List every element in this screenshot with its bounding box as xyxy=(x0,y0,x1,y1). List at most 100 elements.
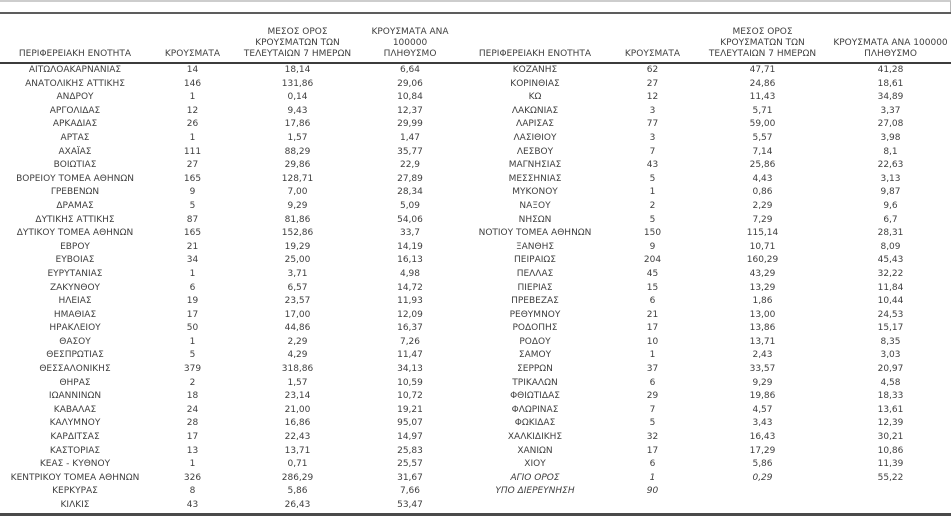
cell-name-left: ΗΜΑΘΙΑΣ xyxy=(53,309,97,320)
cell-avg7-left: 16,86 xyxy=(284,418,311,429)
cell-cases-right: 6 xyxy=(649,377,656,388)
cell-name-right: ΛΕΣΒΟΥ xyxy=(516,146,554,157)
cell-per100k-right: 3,03 xyxy=(880,350,901,361)
col-header-avg7-left: ΜΕΣΟΣ ΟΡΟΣ ΚΡΟΥΣΜΑΤΩΝ ΤΩΝ ΤΕΛΕΥΤΑΙΩΝ 7 Η… xyxy=(235,14,360,64)
table-row: ΑΧΑΪΑΣ 111 88,29 35,77 ΛΕΣΒΟΥ 7 7,14 8,1 xyxy=(0,146,951,160)
table-row: ΘΗΡΑΣ 2 1,57 10,59 ΤΡΙΚΑΛΩΝ 6 9,29 4,58 xyxy=(0,377,951,391)
cell-cases-right: 1 xyxy=(649,350,656,361)
cell-per100k-left: 28,34 xyxy=(397,187,423,198)
col-header-per100k-right: ΚΡΟΥΣΜΑΤΑ ΑΝΑ 100000 ΠΛΗΘΥΣΜΟ xyxy=(830,14,951,64)
cell-name-right: ΛΑΚΩΝΙΑΣ xyxy=(511,105,559,116)
table-bottom-rule xyxy=(0,512,951,516)
cell-per100k-right: 27,08 xyxy=(877,119,904,130)
table-row: ΑΡΚΑΔΙΑΣ 26 17,86 29,99 ΛΑΡΙΣΑΣ 77 59,00 27,08 xyxy=(0,118,951,132)
cell-name-left: ΑΙΤΩΛΟΑΚΑΡΝΑΝΙΑΣ xyxy=(28,65,122,75)
cell-name-left: ΘΑΣΟΥ xyxy=(59,336,91,347)
cell-cases-left: 6 xyxy=(189,282,196,293)
cell-name-left: ΘΗΡΑΣ xyxy=(59,377,91,388)
cell-name-right: ΧΙΟΥ xyxy=(524,459,546,470)
cell-name-right: ΞΑΝΘΗΣ xyxy=(515,241,555,252)
table-row: ΒΟΙΩΤΙΑΣ 27 29,86 22,9 ΜΑΓΝΗΣΙΑΣ 43 25,86 22,63 xyxy=(0,159,951,173)
cell-avg7-left: 318,86 xyxy=(281,364,314,375)
cell-name-left: ΑΡΚΑΔΙΑΣ xyxy=(52,119,98,130)
cell-per100k-left: 95,07 xyxy=(397,418,423,429)
cell-per100k-left: 7,26 xyxy=(399,336,421,347)
cell-avg7-right: 160,29 xyxy=(746,255,779,266)
cell-name-left: ΓΡΕΒΕΝΩΝ xyxy=(50,187,100,198)
cell-per100k-left: 1,47 xyxy=(399,132,421,143)
cell-cases-left: 14 xyxy=(186,65,199,75)
cell-per100k-right: 18,61 xyxy=(877,78,904,89)
cell-cases-right: 9 xyxy=(649,241,656,252)
cell-avg7-left: 5,86 xyxy=(287,486,308,497)
cell-name-right: ΠΕΛΛΑΣ xyxy=(516,268,554,279)
cell-cases-left: 1 xyxy=(189,336,196,347)
cell-avg7-right: 16,43 xyxy=(749,432,776,443)
table-row: ΑΡΤΑΣ 1 1,57 1,47 ΛΑΣΙΘΙΟΥ 3 5,57 3,98 xyxy=(0,132,951,146)
table-row: ΒΟΡΕΙΟΥ ΤΟΜΕΑ ΑΘΗΝΩΝ 165 128,71 27,89 ΜΕΣΣΗΝ… xyxy=(0,173,951,187)
cell-cases-right: 27 xyxy=(646,78,659,89)
cell-cases-left: 1 xyxy=(189,268,196,279)
cell-cases-left: 17 xyxy=(186,309,199,320)
cell-name-right: ΜΥΚΟΝΟΥ xyxy=(512,187,558,198)
cell-name-left: ΑΡΤΑΣ xyxy=(60,132,90,143)
cell-name-right: ΥΠΟ ΔΙΕΡΕΥΝΗΣΗ xyxy=(495,486,575,497)
cell-name-left: ΚΙΛΚΙΣ xyxy=(60,500,90,510)
cell-cases-left: 379 xyxy=(183,364,202,375)
cell-cases-left: 326 xyxy=(183,472,202,483)
cell-per100k-right: 13,61 xyxy=(877,404,904,415)
cell-per100k-right: 10,44 xyxy=(877,296,904,307)
cell-avg7-right: 13,29 xyxy=(749,282,776,293)
cell-per100k-right xyxy=(830,499,951,513)
cell-name-right: ΡΟΔΟΥ xyxy=(519,336,551,347)
cell-name-left: ΑΝΑΤΟΛΙΚΗΣ ΑΤΤΙΚΗΣ xyxy=(25,78,125,89)
cell-cases-left: 111 xyxy=(183,146,202,157)
cell-avg7-right: 17,29 xyxy=(749,445,776,456)
cell-name-right: ΝΗΣΩΝ xyxy=(518,214,552,225)
cell-cases-left: 5 xyxy=(189,200,196,211)
cell-cases-left: 50 xyxy=(186,323,199,334)
cell-per100k-right: 20,97 xyxy=(877,364,904,375)
cell-per100k-left: 34,13 xyxy=(397,364,423,375)
table-row: ΔΥΤΙΚΗΣ ΑΤΤΙΚΗΣ 87 81,86 54,06 ΝΗΣΩΝ 5 7,29 6,7 xyxy=(0,214,951,228)
col-header-cases-right: ΚΡΟΥΣΜΑΤΑ xyxy=(610,14,695,64)
cell-per100k-right: 30,21 xyxy=(877,432,904,443)
cell-per100k-left: 14,97 xyxy=(397,432,423,443)
cell-avg7-left: 17,00 xyxy=(284,309,311,320)
cell-per100k-right: 18,33 xyxy=(877,391,904,402)
cell-name-left: ΑΧΑΪΑΣ xyxy=(58,146,92,157)
cell-cases-right: 62 xyxy=(646,65,659,75)
cell-name-right: ΛΑΡΙΣΑΣ xyxy=(516,119,554,130)
cell-avg7-left: 152,86 xyxy=(281,228,314,239)
cell-avg7-left: 286,29 xyxy=(281,472,314,483)
cell-per100k-left: 31,67 xyxy=(397,472,423,483)
cell-per100k-left: 14,19 xyxy=(397,241,423,252)
cell-per100k-right: 8,09 xyxy=(880,241,901,252)
cell-per100k-left: 14,72 xyxy=(397,282,423,293)
cell-avg7-right: 2,29 xyxy=(752,200,773,211)
cell-per100k-right: 10,86 xyxy=(877,445,904,456)
cell-avg7-right: 7,29 xyxy=(752,214,773,225)
table-row: ΕΥΒΟΙΑΣ 34 25,00 16,13 ΠΕΙΡΑΙΩΣ 204 160,29 45,4… xyxy=(0,254,951,268)
table-row: ΚΕΡΚΥΡΑΣ 8 5,86 7,66 ΥΠΟ ΔΙΕΡΕΥΝΗΣΗ 90 xyxy=(0,485,951,499)
cell-name-left: ΚΑΒΑΛΑΣ xyxy=(53,404,97,415)
cell-name-right: ΤΡΙΚΑΛΩΝ xyxy=(512,377,558,388)
cell-avg7-left: 81,86 xyxy=(284,214,311,225)
cell-avg7-left: 131,86 xyxy=(281,78,314,89)
cell-avg7-left: 29,86 xyxy=(284,160,311,171)
table-body: ΑΙΤΩΛΟΑΚΑΡΝΑΝΙΑΣ 14 18,14 6,64 ΚΟΖΑΝΗΣ 62 47,7… xyxy=(0,63,951,513)
cell-per100k-left: 5,09 xyxy=(399,200,421,211)
cell-avg7-left: 19,29 xyxy=(284,241,311,252)
cell-per100k-left: 29,06 xyxy=(397,78,423,89)
cell-per100k-left: 53,47 xyxy=(397,500,423,510)
cell-per100k-right: 11,39 xyxy=(877,459,904,470)
cell-per100k-right: 3,37 xyxy=(880,105,901,116)
cell-avg7-right: 115,14 xyxy=(746,228,779,239)
cell-name-left: ΔΡΑΜΑΣ xyxy=(56,200,94,211)
cell-per100k-left: 19,21 xyxy=(397,404,423,415)
cell-name-right: ΧΑΝΙΩΝ xyxy=(517,445,553,456)
cell-per100k-left: 54,06 xyxy=(397,214,423,225)
cell-name-left: ΑΡΓΟΛΙΔΑΣ xyxy=(49,105,101,116)
cell-cases-left: 5 xyxy=(189,350,196,361)
table-row: ΚΑΣΤΟΡΙΑΣ 13 13,71 25,83 ΧΑΝΙΩΝ 17 17,29 10,86 xyxy=(0,445,951,459)
